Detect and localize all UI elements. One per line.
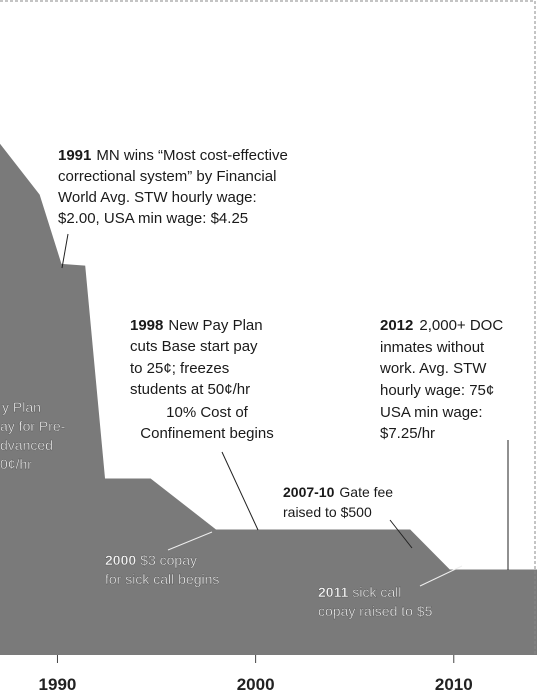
plot-area: 1990 2000 2010 xyxy=(0,143,537,694)
leader xyxy=(419,565,463,587)
annotation: for sick call begins xyxy=(105,571,219,587)
annotation: 2000 $3 copay xyxy=(105,552,197,568)
annotation: 2012 2,000+ DOC xyxy=(380,317,503,334)
annotation: to 25¢; freezes xyxy=(130,360,229,377)
annotation: 2007-10 Gate fee xyxy=(283,484,393,500)
annotation: $7.25/hr xyxy=(380,425,435,442)
annotation: 2011 sick call xyxy=(318,584,401,600)
annotation: USA min wage: xyxy=(380,404,483,421)
annotation: 0¢/hr xyxy=(0,456,32,472)
x-tick-label: 2010 xyxy=(435,675,473,694)
annotation: World Avg. STW hourly wage: xyxy=(58,189,257,206)
annotation: $2.00, USA min wage: $4.25 xyxy=(58,210,248,227)
annotation: 1991 MN wins “Most cost-effective xyxy=(58,147,288,164)
annotation: 10% Cost of xyxy=(166,404,249,421)
annotation: cuts Base start pay xyxy=(130,338,258,355)
annotation: 1998 New Pay Plan xyxy=(130,317,263,334)
annotation: students at 50¢/hr xyxy=(130,381,250,398)
x-tick-label: 1990 xyxy=(39,675,77,694)
annotation: Confinement begins xyxy=(140,425,273,442)
leader xyxy=(389,519,413,549)
annotation: correctional system” by Financial xyxy=(58,168,276,185)
annotation: ay for Pre- xyxy=(0,418,66,434)
annotation: copay raised to $5 xyxy=(318,603,433,619)
annotation: raised to $500 xyxy=(283,504,372,520)
annotation: inmates without xyxy=(380,339,485,356)
annotation: y Plan xyxy=(2,399,41,415)
leader xyxy=(61,233,69,269)
area xyxy=(0,143,537,655)
annotation: work. Avg. STW xyxy=(379,360,487,377)
x-tick-label: 2000 xyxy=(237,675,275,694)
leader xyxy=(221,451,259,531)
annotation: hourly wage: 75¢ xyxy=(380,382,494,399)
leader xyxy=(167,531,213,551)
annotation: dvanced xyxy=(0,437,53,453)
